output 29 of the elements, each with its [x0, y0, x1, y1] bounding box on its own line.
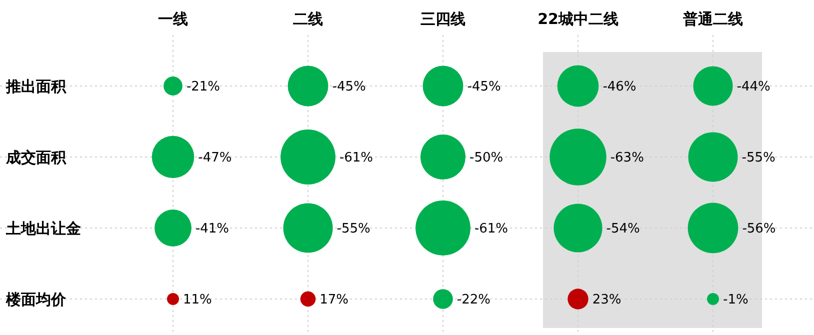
data-label: 11% — [183, 292, 212, 308]
data-label: 23% — [592, 292, 622, 308]
data-label: -63% — [610, 150, 644, 166]
data-label: -45% — [467, 80, 501, 95]
data-label: 17% — [320, 292, 349, 308]
x-tick-label: 三四线 — [420, 10, 466, 28]
y-tick-label: 土地出让金 — [5, 219, 81, 238]
data-label: -55% — [336, 222, 370, 237]
y-tick-label: 推出面积 — [5, 77, 67, 96]
x-tick-label: 普通二线 — [682, 10, 743, 28]
y-tick-label: 楼面均价 — [5, 290, 67, 308]
x-tick-label: 22城中二线 — [538, 10, 618, 28]
data-label: -61% — [474, 222, 508, 237]
data-label: -50% — [470, 150, 504, 166]
data-label: -46% — [602, 80, 636, 95]
data-label: -44% — [736, 80, 770, 95]
data-label: -61% — [339, 150, 374, 166]
x-tick-label: 二线 — [293, 10, 323, 28]
data-label: -54% — [606, 222, 640, 237]
data-label: -41% — [195, 222, 230, 237]
data-label: -56% — [742, 222, 776, 237]
y-tick-label: 成交面积 — [5, 148, 67, 166]
x-tick-label: 一线 — [158, 10, 188, 28]
data-label: -55% — [742, 150, 776, 166]
data-label: -45% — [332, 80, 366, 95]
data-label: -22% — [456, 292, 490, 308]
data-label: -47% — [198, 150, 232, 166]
data-label: -21% — [186, 80, 220, 95]
data-label: -1% — [723, 292, 748, 308]
